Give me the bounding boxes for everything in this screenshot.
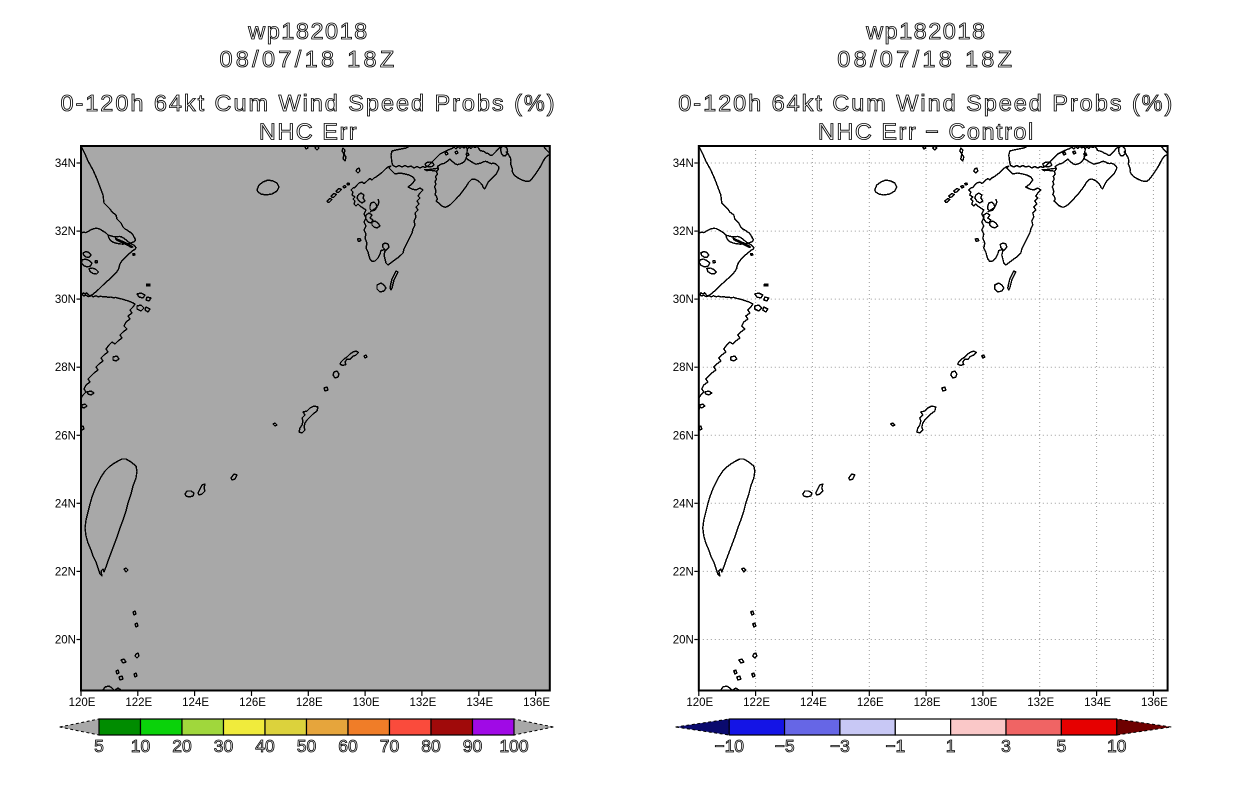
svg-text:120E: 120E xyxy=(69,697,96,709)
svg-text:10: 10 xyxy=(131,736,151,756)
svg-text:32N: 32N xyxy=(55,226,76,238)
svg-text:5: 5 xyxy=(94,736,104,756)
svg-text:134E: 134E xyxy=(1084,697,1111,709)
svg-text:30N: 30N xyxy=(55,294,76,306)
svg-text:130E: 130E xyxy=(970,697,997,709)
svg-text:120E: 120E xyxy=(686,697,713,709)
svg-text:wp182018: wp182018 xyxy=(247,18,368,44)
svg-text:70: 70 xyxy=(380,736,400,756)
svg-text:134E: 134E xyxy=(466,697,493,709)
svg-text:08/07/18 18Z: 08/07/18 18Z xyxy=(219,46,397,72)
svg-text:132E: 132E xyxy=(409,697,436,709)
svg-text:40: 40 xyxy=(255,736,275,756)
svg-text:136E: 136E xyxy=(523,697,550,709)
svg-text:28N: 28N xyxy=(55,362,76,374)
svg-text:22N: 22N xyxy=(673,566,694,578)
svg-text:32N: 32N xyxy=(673,226,694,238)
svg-text:34N: 34N xyxy=(55,158,76,170)
svg-text:126E: 126E xyxy=(857,697,884,709)
svg-text:30N: 30N xyxy=(673,294,694,306)
svg-text:130E: 130E xyxy=(353,697,380,709)
svg-text:80: 80 xyxy=(421,736,441,756)
svg-text:122E: 122E xyxy=(743,697,770,709)
svg-text:30: 30 xyxy=(214,736,234,756)
svg-text:50: 50 xyxy=(297,736,317,756)
svg-text:60: 60 xyxy=(338,736,358,756)
svg-text:−5: −5 xyxy=(775,736,795,756)
svg-text:1: 1 xyxy=(946,736,956,756)
svg-text:24N: 24N xyxy=(55,498,76,510)
svg-text:NHC Err: NHC Err xyxy=(259,119,358,145)
svg-text:28N: 28N xyxy=(673,362,694,374)
svg-text:136E: 136E xyxy=(1141,697,1168,709)
svg-text:24N: 24N xyxy=(673,498,694,510)
svg-text:20N: 20N xyxy=(673,635,694,647)
svg-text:−3: −3 xyxy=(830,736,850,756)
svg-text:128E: 128E xyxy=(296,697,323,709)
svg-text:0-120h 64kt Cum Wind Speed Pro: 0-120h 64kt Cum Wind Speed Probs (%) xyxy=(678,90,1174,116)
svg-text:34N: 34N xyxy=(673,158,694,170)
svg-text:124E: 124E xyxy=(800,697,827,709)
svg-text:124E: 124E xyxy=(182,697,209,709)
svg-text:122E: 122E xyxy=(125,697,152,709)
svg-text:132E: 132E xyxy=(1027,697,1054,709)
svg-text:NHC Err − Control: NHC Err − Control xyxy=(818,119,1035,145)
svg-text:−1: −1 xyxy=(885,736,905,756)
svg-text:5: 5 xyxy=(1057,736,1067,756)
svg-text:20N: 20N xyxy=(55,635,76,647)
svg-text:20: 20 xyxy=(172,736,192,756)
svg-text:126E: 126E xyxy=(239,697,266,709)
svg-text:−10: −10 xyxy=(714,736,744,756)
svg-text:08/07/18 18Z: 08/07/18 18Z xyxy=(837,46,1015,72)
svg-text:3: 3 xyxy=(1001,736,1011,756)
svg-text:26N: 26N xyxy=(55,430,76,442)
svg-text:wp182018: wp182018 xyxy=(865,18,986,44)
svg-text:26N: 26N xyxy=(673,430,694,442)
svg-text:0-120h 64kt Cum Wind Speed Pro: 0-120h 64kt Cum Wind Speed Probs (%) xyxy=(60,90,556,116)
svg-text:10: 10 xyxy=(1107,736,1127,756)
svg-text:128E: 128E xyxy=(914,697,941,709)
svg-text:90: 90 xyxy=(463,736,483,756)
svg-text:22N: 22N xyxy=(55,566,76,578)
svg-text:100: 100 xyxy=(499,736,528,756)
